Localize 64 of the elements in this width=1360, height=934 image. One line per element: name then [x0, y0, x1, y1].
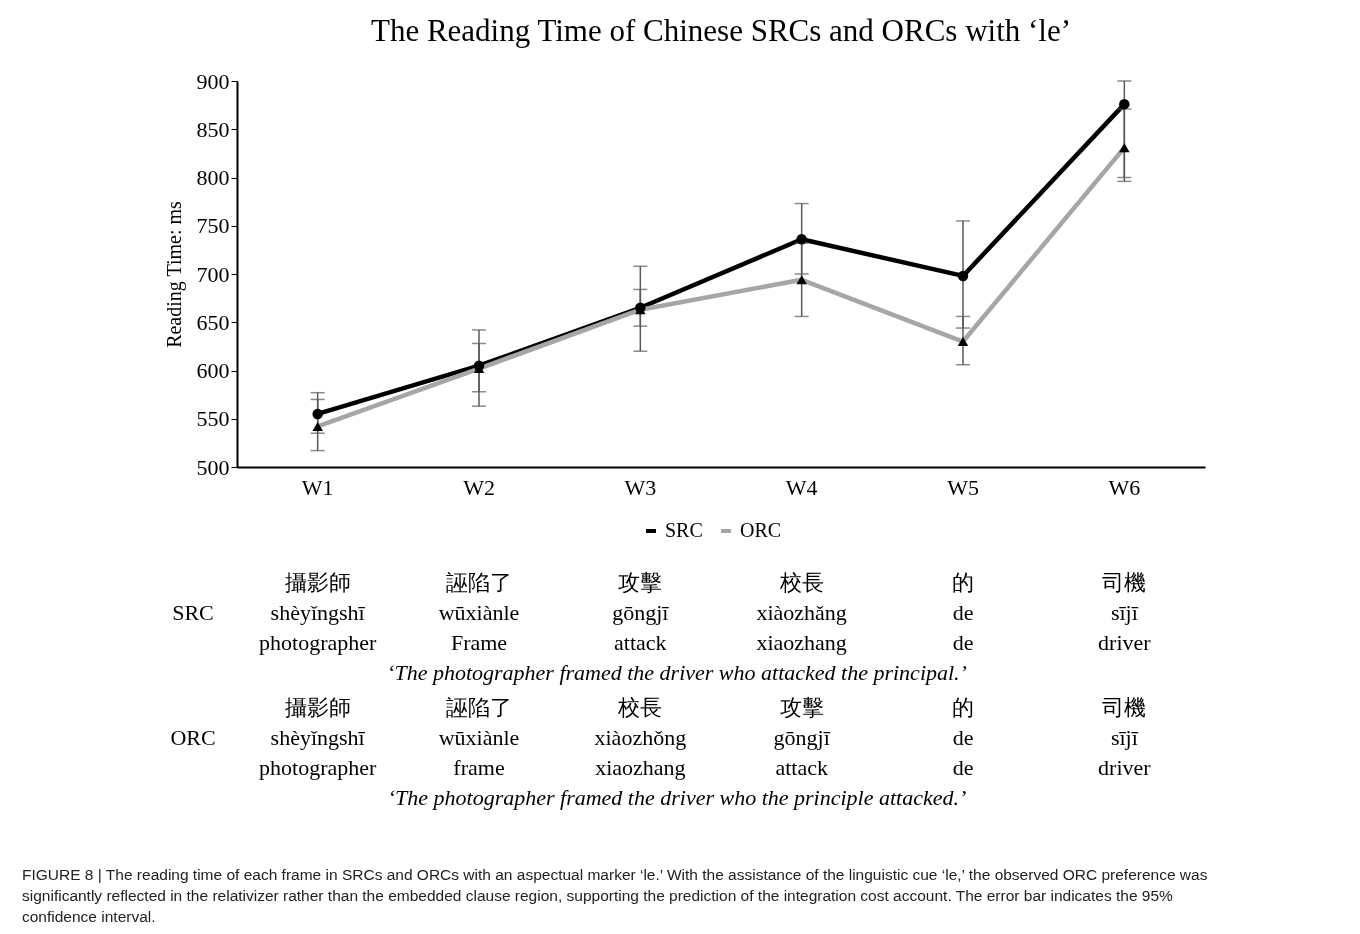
- legend-label: ORC: [740, 519, 782, 541]
- text: photographer: [259, 755, 377, 780]
- text: shèyǐngshī: [270, 600, 366, 625]
- text: xiàozhǒng: [594, 725, 687, 750]
- y-tick-label: 900: [196, 68, 230, 94]
- x-tick-label: W6: [1108, 474, 1141, 500]
- text: xiàozhǎng: [756, 600, 847, 625]
- text: de: [952, 630, 974, 655]
- text: Frame: [450, 630, 508, 655]
- text: 攝影師: [284, 695, 351, 720]
- y-tick-label: 800: [196, 165, 230, 190]
- y-tick-label: 650: [196, 309, 230, 335]
- text: 攻擊: [779, 695, 824, 720]
- text: driver: [1098, 630, 1152, 655]
- chart-title: The Reading Time of Chinese SRCs and ORCs with ‘le’: [370, 13, 1072, 48]
- text: 校長: [617, 695, 663, 720]
- text: wūxiànle: [438, 600, 520, 625]
- y-tick-label: 700: [196, 261, 230, 287]
- text: 司機: [1102, 695, 1147, 720]
- text: gōngjī: [773, 725, 831, 750]
- text: ‘The photographer framed the driver who attacked the principal.’: [387, 660, 967, 685]
- text: de: [952, 755, 974, 780]
- y-tick-label: 850: [196, 116, 230, 142]
- text: 誣陷了: [446, 570, 512, 595]
- text: 校長: [778, 570, 824, 595]
- text: ‘The photographer framed the driver who the principle attacked.’: [387, 785, 967, 810]
- y-tick-label: 600: [196, 358, 230, 383]
- x-tick-label: W3: [624, 474, 657, 500]
- text: xiaozhang: [595, 755, 686, 780]
- x-tick-label: W2: [463, 474, 495, 500]
- text: wūxiànle: [438, 725, 520, 750]
- text: 的: [952, 695, 974, 720]
- text: 誣陷了: [446, 695, 512, 720]
- x-tick-label: W4: [785, 474, 818, 500]
- x-tick-label: W1: [301, 474, 334, 500]
- text: SRC: [172, 600, 214, 625]
- y-axis-title: Reading Time: ms: [162, 200, 186, 348]
- legend-label: SRC: [665, 519, 703, 541]
- text: gōngjī: [612, 600, 670, 625]
- y-tick-label: 550: [196, 406, 230, 432]
- text: 攻擊: [618, 570, 663, 595]
- point: [796, 234, 807, 245]
- text: de: [952, 600, 974, 625]
- text: frame: [453, 755, 505, 780]
- text: sījī: [1110, 725, 1139, 750]
- y-tick-label: 750: [196, 213, 230, 239]
- text: ORC: [170, 725, 216, 750]
- text: attack: [775, 755, 828, 780]
- caption: FIGURE 8 | The reading time of each frame in SRCs and ORCs with an aspectual marker ‘le.’ With the assistance of the linguistic cue ‘le,’ the observed ORC preference was significantly reflected in the relativizer rather than the embedded clause region, supporting the prediction of the integration cost account. The error bar indicates the 95% confidence interval.: [22, 866, 1208, 925]
- text: driver: [1098, 755, 1152, 780]
- point: [957, 270, 969, 282]
- text: 司機: [1102, 570, 1147, 595]
- text: 的: [952, 570, 974, 595]
- text: de: [952, 725, 974, 750]
- text: 攝影師: [284, 570, 351, 595]
- text: xiaozhang: [756, 630, 847, 655]
- point: [1119, 98, 1130, 110]
- text: attack: [614, 630, 667, 655]
- text: shèyǐngshī: [270, 725, 366, 750]
- text: photographer: [259, 630, 377, 655]
- point: [312, 408, 323, 420]
- y-tick-label: 500: [196, 454, 230, 480]
- text: sījī: [1110, 600, 1139, 625]
- x-tick-label: W5: [947, 474, 979, 500]
